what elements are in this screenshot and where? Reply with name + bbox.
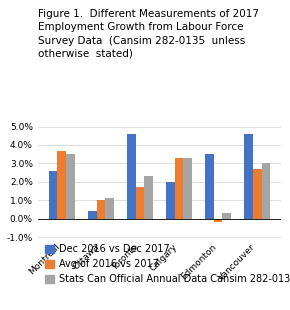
- Bar: [57, 150, 66, 219]
- Bar: [175, 158, 183, 219]
- Bar: [244, 134, 253, 219]
- Bar: [205, 154, 214, 219]
- Bar: [253, 169, 262, 219]
- Text: Figure 1.  Different Measurements of 2017
Employment Growth from Labour Force
Su: Figure 1. Different Measurements of 2017…: [38, 9, 259, 59]
- Bar: [97, 200, 105, 219]
- Bar: [136, 187, 144, 219]
- Bar: [166, 182, 175, 219]
- Bar: [262, 163, 270, 219]
- Bar: [127, 134, 136, 219]
- Bar: [66, 154, 75, 219]
- Bar: [88, 211, 97, 219]
- Bar: [222, 213, 231, 219]
- Bar: [183, 158, 192, 219]
- Bar: [105, 198, 114, 219]
- Bar: [214, 219, 222, 222]
- Bar: [144, 176, 153, 219]
- Bar: [49, 171, 57, 219]
- Legend: Dec 2016 vs Dec 2017, Avg of 2016 vs 2017, Stats Can Official Annual Data Cansim: Dec 2016 vs Dec 2017, Avg of 2016 vs 201…: [45, 244, 290, 284]
